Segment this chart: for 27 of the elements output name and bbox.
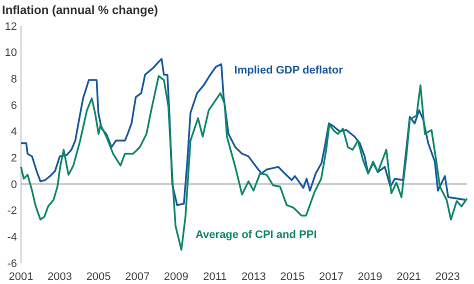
x-tick-label: 2021: [396, 271, 422, 283]
y-tick-label: 4: [10, 126, 17, 138]
series-label: Average of CPI and PPI: [196, 228, 317, 241]
y-tick-label: 8: [10, 74, 17, 86]
y-tick-label: 6: [10, 100, 17, 112]
x-tick-label: 2009: [164, 271, 188, 283]
chart-title: Inflation (annual % change): [2, 3, 158, 17]
x-tick-label: 2003: [48, 271, 72, 283]
y-tick-label: 12: [4, 20, 17, 33]
x-tick-label: 2007: [125, 271, 150, 283]
y-tick-label: 2: [10, 152, 17, 165]
line-series: [20, 75, 468, 251]
y-tick-label: -4: [7, 232, 17, 244]
y-tick-label: -6: [7, 258, 17, 270]
y-tick-label: 10: [4, 47, 17, 60]
x-tick-label: 2023: [435, 271, 460, 283]
x-tick-label: 2019: [358, 271, 382, 283]
x-tick-label: 2015: [280, 271, 305, 283]
x-tick-label: 2013: [241, 271, 266, 283]
line-series: [20, 58, 466, 206]
series-label: Implied GDP deflator: [234, 64, 344, 76]
x-tick-label: 2001: [8, 271, 34, 283]
y-tick-label: 0: [10, 178, 17, 191]
y-tick-label: -2: [7, 205, 17, 218]
x-tick-label: 2017: [319, 271, 344, 283]
x-tick-label: 2005: [86, 271, 111, 283]
x-tick-label: 2011: [203, 271, 227, 283]
